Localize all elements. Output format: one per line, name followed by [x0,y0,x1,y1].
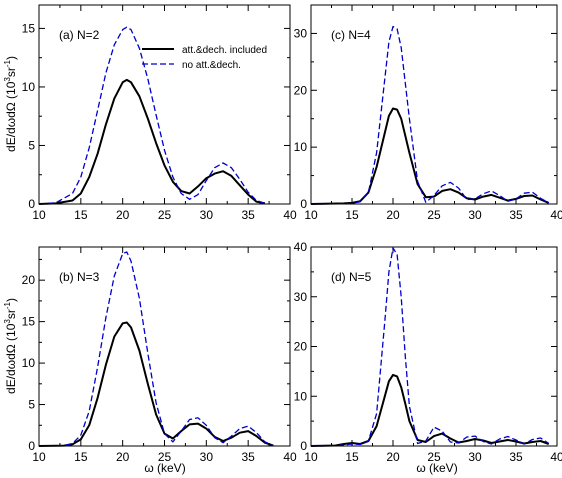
series-att-dech-included-line [310,107,550,205]
y-title-end: ) [4,56,18,60]
y-title-main: dE/dωdΩ (10 [4,81,18,152]
x-tick-label: 15 [74,208,88,222]
y-tick-label: 15 [22,315,36,329]
series-att-dech-included-line [38,78,266,205]
y-tick-label: 40 [294,240,308,254]
x-tick-label: 20 [386,208,400,222]
series-no-att-dech-line [38,26,266,205]
x-tick-label: 25 [158,208,172,222]
chart-panel-3: 10 15 20 25 30 35 40 0 5 10 15 20 (b) N=3 [22,246,297,464]
y-axis-title-top: dE/dωdΩ (103sr-1) [3,56,18,152]
legend-label-dashed: no att.&dech. [182,60,241,71]
y-title-sup2: -1 [3,301,12,309]
legend: att.&dech. included no att.&dech. [142,45,267,71]
y-tick-label: 30 [294,26,308,40]
y-tick-label: 20 [294,340,308,354]
x-tick-label: 35 [509,208,523,222]
y-title-sup2: -1 [3,59,12,67]
x-tick-label: 10 [304,208,318,222]
x-tick-label: 35 [241,208,255,222]
x-tick-label: 25 [427,450,441,464]
y-title-sup1: 3 [3,77,12,82]
x-tick-label: 20 [116,208,130,222]
series-att-dech-included-line [310,373,550,447]
panel-label: (c) N=4 [331,28,371,42]
x-tick-label: 10 [32,208,46,222]
plot-frame [38,4,291,205]
panel-label: (d) N=5 [331,270,372,284]
x-tick-label: 40 [550,208,562,222]
y-title-sup1: 3 [3,319,12,324]
legend-label-solid: att.&dech. included [182,45,267,56]
y-tick-label: 10 [22,80,36,94]
x-tick-label: 20 [386,450,400,464]
panel-label: (b) N=3 [59,270,100,284]
y-tick-label: 10 [294,140,308,154]
y-tick-label: 10 [294,389,308,403]
series-att-dech-included-line [38,321,274,447]
y-tick-label: 30 [294,290,308,304]
x-tick-label: 15 [345,450,359,464]
x-tick-label: 40 [550,450,562,464]
panel-label: (a) N=2 [59,28,100,42]
plot-frame [310,246,558,447]
y-tick-label: 10 [22,356,36,370]
x-tick-label: 10 [304,450,318,464]
x-tick-label: 20 [116,450,130,464]
y-title-mid: sr [4,309,18,319]
y-tick-label: 20 [22,273,36,287]
x-tick-label: 35 [241,450,255,464]
x-tick-label: 30 [200,450,214,464]
x-tick-label: 30 [468,450,482,464]
x-tick-label: 10 [32,450,46,464]
y-axis-title-bottom: dE/dωdΩ (103sr-1) [3,298,18,394]
chart-panel-1: 10 15 20 25 30 35 40 0 5 10 15 (a) N=2 att.&dech. in… [22,4,297,222]
x-tick-label: 35 [509,450,523,464]
x-axis-title-right: ω (keV) [416,461,457,475]
svg-text:dE/dωdΩ (103sr-1): dE/dωdΩ (103sr-1) [3,298,18,394]
y-tick-label: 0 [28,439,35,453]
x-tick-label: 40 [283,450,297,464]
series-no-att-dech-line [38,251,274,447]
series-no-att-dech-line [310,247,550,447]
x-tick-label: 30 [200,208,214,222]
y-tick-label: 0 [300,197,307,211]
x-tick-label: 15 [74,450,88,464]
x-tick-label: 30 [468,208,482,222]
series-no-att-dech-line [310,25,550,205]
y-tick-label: 0 [300,439,307,453]
x-tick-label: 25 [427,208,441,222]
plot-frame [310,4,558,205]
x-tick-label: 40 [283,208,297,222]
x-tick-label: 25 [158,450,172,464]
y-tick-label: 15 [22,21,36,35]
y-title-mid: sr [4,67,18,77]
y-title-end: ) [4,298,18,302]
y-tick-label: 5 [28,398,35,412]
plot-frame [38,246,291,447]
y-title-main: dE/dωdΩ (10 [4,323,18,394]
y-tick-label: 20 [294,83,308,97]
x-tick-label: 15 [345,208,359,222]
x-axis-title-left: ω (keV) [144,461,185,475]
y-tick-label: 0 [28,197,35,211]
y-tick-label: 5 [28,138,35,152]
svg-text:dE/dωdΩ (103sr-1): dE/dωdΩ (103sr-1) [3,56,18,152]
